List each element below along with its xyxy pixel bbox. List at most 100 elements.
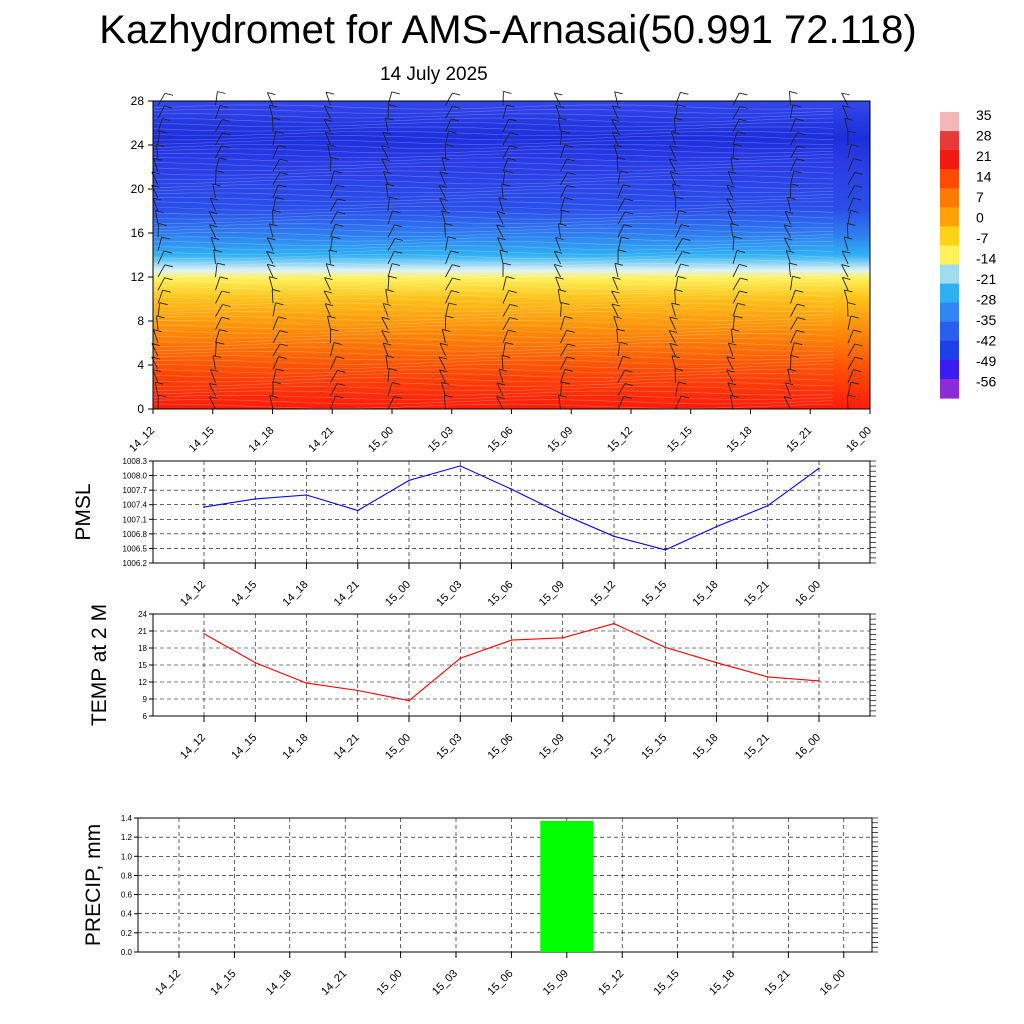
wind-barb [154, 382, 159, 396]
isotherm-line [152, 372, 834, 378]
wind-barb [617, 224, 625, 238]
wind-barb-flag [558, 223, 567, 227]
data-point [408, 479, 410, 482]
wind-barb-flag [555, 276, 564, 280]
data-point [664, 549, 667, 551]
isotherm-line [152, 161, 834, 167]
wind-barb-flag [336, 184, 345, 188]
x-tick-label: 14_15 [187, 425, 217, 455]
wind-barb [502, 104, 507, 119]
wind-barb-flag [333, 342, 343, 346]
wind-barb [445, 290, 452, 304]
wind-barb [502, 342, 506, 357]
wind-barb [212, 355, 216, 370]
wind-barb [502, 329, 509, 344]
wind-barb [732, 92, 740, 106]
wind-barb [330, 157, 332, 172]
wind-barb-flag [220, 104, 229, 108]
wind-barb-flag [266, 250, 275, 254]
wind-barb [560, 343, 568, 357]
wind-barb [847, 210, 851, 225]
x-tick-label: 15_06 [486, 732, 516, 762]
wind-barb [501, 355, 504, 370]
wind-barb [445, 106, 453, 119]
x-tick-label: 14_15 [229, 732, 259, 762]
wind-barb-flag [669, 342, 679, 346]
wind-barb-flag [438, 184, 448, 188]
wind-barb-flag [212, 183, 221, 187]
wind-barb-flag [210, 197, 219, 201]
data-point [459, 657, 462, 659]
wind-barb [445, 277, 453, 291]
wind-barb-flag [622, 184, 632, 188]
wind-barb-flag [275, 196, 284, 200]
wind-barb-flag [219, 157, 228, 161]
wind-barb-flag [496, 396, 505, 400]
isotherm-line [152, 245, 834, 251]
wind-barb [790, 170, 795, 185]
wind-barb-flag [506, 276, 515, 280]
isotherm-line [152, 122, 834, 128]
wind-barb-flag [730, 223, 739, 227]
wind-barb [496, 382, 504, 396]
wind-barb [847, 382, 852, 396]
colorbar-swatch [940, 207, 959, 227]
y-tick-label: 12 [131, 270, 145, 284]
wind-barb-flag [448, 302, 457, 306]
wind-barb [266, 264, 274, 278]
wind-barb-flag [162, 289, 171, 293]
wind-barb [382, 342, 389, 357]
wind-barb-flag [844, 117, 853, 121]
x-tick-label: 14_12 [153, 968, 183, 998]
wind-barb [328, 249, 331, 264]
wind-barb-flag [452, 264, 461, 268]
wind-barb [847, 343, 856, 357]
wind-barb-flag [509, 303, 519, 307]
isotherm-line [152, 223, 834, 229]
wind-barb [266, 92, 274, 106]
data-point [767, 504, 769, 507]
temp-2m-chart: 6 9 12 15 18 21 24 14_12 14_15 14_18 14_21 15_00 15_… [88, 604, 876, 762]
wind-barb-flag [323, 118, 333, 122]
x-tick-label: 15_21 [762, 968, 792, 998]
isotherm-line [152, 249, 834, 255]
data-point [562, 513, 564, 516]
colorbar-label: -7 [976, 230, 989, 246]
wind-barb [387, 382, 393, 396]
isotherm-line [152, 359, 834, 365]
wind-barb [441, 329, 446, 344]
wind-barb [730, 329, 734, 344]
wind-barb-flag [439, 369, 448, 373]
wind-barb [157, 264, 166, 278]
isotherm-line [152, 139, 834, 145]
wind-barb [790, 158, 797, 172]
wind-barb [555, 276, 561, 291]
wind-barb-flag [796, 132, 806, 136]
wind-barb-flag [730, 157, 740, 161]
isotherm-line [152, 117, 834, 123]
wind-barb-flag [442, 328, 451, 332]
wind-barb-flag [448, 130, 457, 134]
wind-barb [617, 184, 624, 198]
wind-barb [674, 289, 676, 304]
isotherm-line [152, 192, 834, 198]
wind-barb-flag [727, 382, 737, 386]
isotherm-line [152, 179, 834, 185]
wind-barb [445, 236, 449, 251]
wind-barb-flag [216, 341, 225, 345]
colorbar-label: 35 [976, 107, 992, 123]
wind-barb-flag [558, 394, 567, 398]
wind-barb-flag [382, 131, 392, 135]
wind-barb [555, 105, 561, 119]
wind-barb [441, 157, 446, 172]
wind-barb-flag [323, 290, 333, 294]
data-point [357, 509, 359, 512]
precip-chart: 0.0 0.2 0.4 0.6 0.8 1.0 1.2 1.4 14_12 14_15 14_18 1… [82, 814, 878, 998]
colorbar-label: 14 [976, 169, 992, 185]
isotherm-line [152, 113, 834, 119]
wind-barb [157, 93, 166, 106]
y-tick-label: 1006.5 [123, 544, 148, 553]
wind-barb-flag [216, 262, 226, 266]
wind-barb-flag [441, 381, 450, 385]
wind-barb-flag [737, 302, 746, 306]
